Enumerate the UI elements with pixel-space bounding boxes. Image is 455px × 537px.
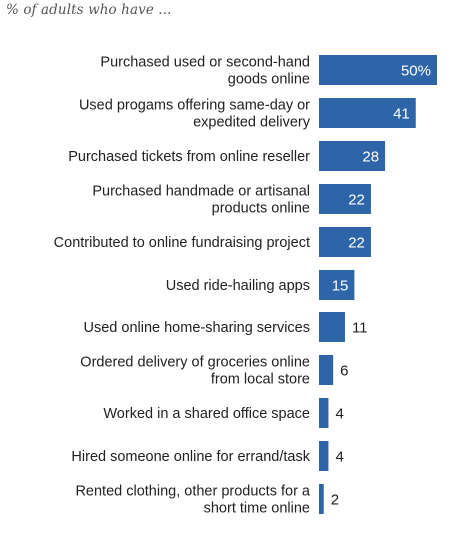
value-label: 4	[335, 449, 343, 466]
value-label: 15	[332, 278, 349, 295]
bar-row: Purchased tickets from online reseller 28	[68, 141, 386, 171]
value-label: 22	[348, 192, 365, 209]
bar	[319, 441, 329, 471]
value-label: 4	[335, 406, 343, 423]
chart-subtitle: % of adults who have ...	[6, 2, 172, 18]
category-label: Used progams offering same-day or expedit…	[79, 98, 311, 131]
bar-row: Purchased used or second-hand goods onlin…	[100, 55, 437, 88]
category-label: Ordered delivery of groceries online from…	[80, 355, 310, 388]
bar-row: Purchased handmade or artisanal products …	[92, 184, 371, 217]
value-label: 6	[340, 363, 348, 380]
category-label: Contributed to online fundraising projec…	[54, 235, 310, 251]
bar	[319, 55, 437, 85]
bar	[319, 398, 329, 428]
value-label: 22	[348, 235, 365, 252]
bar	[319, 98, 416, 128]
value-label: 11	[352, 320, 368, 337]
bar-row: Used ride-hailing apps 15	[166, 270, 355, 300]
bar	[319, 227, 371, 257]
category-label: Rented clothing, other products for a sho…	[75, 484, 310, 517]
category-label: Purchased tickets from online reseller	[68, 149, 310, 165]
category-label: Used ride-hailing apps	[166, 278, 310, 294]
value-label: 28	[362, 149, 379, 166]
bar	[319, 184, 371, 214]
bar	[319, 312, 345, 342]
category-label: Hired someone online for errand/task	[71, 449, 310, 465]
value-label: 2	[331, 492, 339, 509]
bar-row: Rented clothing, other products for a sho…	[75, 484, 339, 517]
category-label: Purchased used or second-hand goods onlin…	[100, 55, 310, 88]
category-label: Purchased handmade or artisanal products …	[92, 184, 310, 217]
bar-row: Worked in a shared office space 4	[103, 398, 344, 428]
bar-row: Used progams offering same-day or expedit…	[79, 98, 416, 131]
bar	[319, 484, 324, 514]
bar	[319, 141, 386, 171]
bar	[319, 355, 334, 385]
bar-row: Contributed to online fundraising projec…	[54, 227, 371, 257]
category-label: Used online home-sharing services	[84, 320, 310, 336]
value-label: 50%	[401, 63, 431, 80]
bar-row: Hired someone online for errand/task 4	[71, 441, 344, 471]
bar-row: Used online home-sharing services 11	[84, 312, 368, 342]
value-label: 41	[393, 106, 410, 123]
bar-row: Ordered delivery of groceries online from…	[80, 355, 348, 388]
bar	[319, 270, 355, 300]
category-label: Worked in a shared office space	[103, 406, 310, 422]
